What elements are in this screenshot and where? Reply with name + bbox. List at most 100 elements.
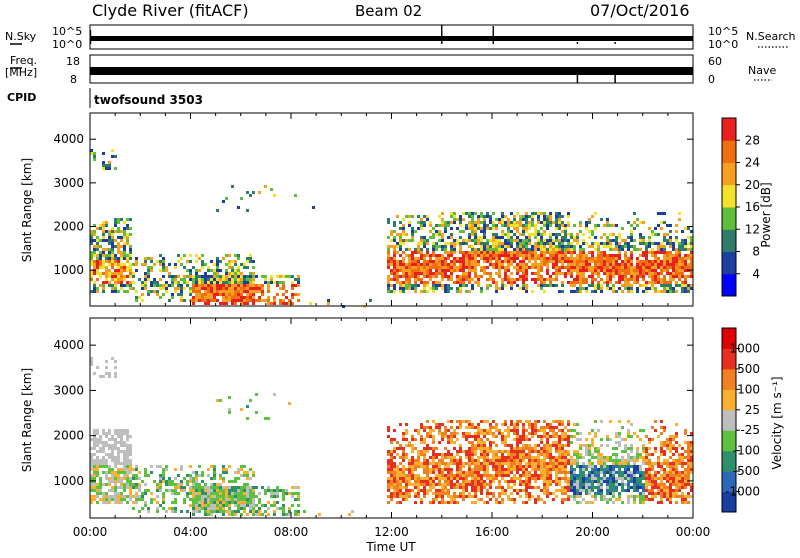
rti-cell bbox=[114, 360, 117, 363]
rti-cell bbox=[105, 275, 108, 278]
rti-cell bbox=[288, 492, 291, 495]
rti-cell bbox=[531, 465, 534, 468]
rti-cell bbox=[456, 477, 459, 480]
rti-cell bbox=[126, 260, 129, 263]
rti-cell bbox=[447, 287, 450, 290]
rti-cell bbox=[489, 215, 492, 218]
rti-cell bbox=[141, 263, 144, 266]
rti-cell bbox=[591, 257, 594, 260]
rti-cell bbox=[414, 462, 417, 465]
rti-cell bbox=[180, 278, 183, 281]
rti-cell bbox=[450, 263, 453, 266]
rti-cell bbox=[567, 477, 570, 480]
rti-cell bbox=[441, 260, 444, 263]
rti-cell bbox=[405, 272, 408, 275]
rti-cell bbox=[558, 233, 561, 236]
rti-cell bbox=[639, 266, 642, 269]
rti-cell bbox=[651, 281, 654, 284]
rti-cell bbox=[387, 495, 390, 498]
rti-cell bbox=[684, 278, 687, 281]
rti-cell bbox=[435, 272, 438, 275]
rti-cell bbox=[219, 474, 222, 477]
rti-cell bbox=[228, 465, 231, 468]
rti-cell bbox=[639, 477, 642, 480]
rti-cell bbox=[627, 432, 630, 435]
rti-cell bbox=[99, 477, 102, 480]
rti-cell bbox=[411, 257, 414, 260]
rti-cell bbox=[216, 399, 219, 402]
rti-cell bbox=[222, 275, 225, 278]
rti-cell bbox=[639, 483, 642, 486]
rti-cell bbox=[645, 287, 648, 290]
rti-cell bbox=[219, 269, 222, 272]
rti-cell bbox=[243, 465, 246, 468]
rti-cell bbox=[471, 459, 474, 462]
rti-cell bbox=[186, 284, 189, 287]
rti-cell bbox=[462, 462, 465, 465]
rti-cell bbox=[681, 239, 684, 242]
rti-cell bbox=[414, 248, 417, 251]
rti-cell bbox=[273, 504, 276, 507]
rti-cell bbox=[609, 483, 612, 486]
rti-cell bbox=[135, 263, 138, 266]
rti-cell bbox=[93, 251, 96, 254]
rti-cell bbox=[108, 372, 111, 375]
rti-cell bbox=[534, 450, 537, 453]
rti-cell bbox=[201, 266, 204, 269]
rti-cell bbox=[546, 278, 549, 281]
rti-cell bbox=[624, 462, 627, 465]
rti-cell bbox=[405, 474, 408, 477]
rti-cell bbox=[516, 251, 519, 254]
rti-cell bbox=[684, 257, 687, 260]
rti-cell bbox=[618, 281, 621, 284]
rti-cell bbox=[666, 477, 669, 480]
rti-cell bbox=[393, 465, 396, 468]
rti-cell bbox=[423, 281, 426, 284]
rti-cell bbox=[630, 233, 633, 236]
rti-cell bbox=[537, 498, 540, 501]
rti-cell bbox=[96, 450, 99, 453]
rti-cell bbox=[417, 269, 420, 272]
rti-cell bbox=[276, 486, 279, 489]
rti-cell bbox=[105, 366, 108, 369]
rti-cell bbox=[519, 269, 522, 272]
rti-cell bbox=[228, 411, 231, 414]
rti-cell bbox=[588, 269, 591, 272]
rti-cell bbox=[105, 471, 108, 474]
rti-cell bbox=[591, 215, 594, 218]
rti-cell bbox=[195, 474, 198, 477]
rti-cell bbox=[99, 260, 102, 263]
rti-cell bbox=[201, 471, 204, 474]
rti-cell bbox=[480, 465, 483, 468]
rti-cell bbox=[585, 257, 588, 260]
rti-cell bbox=[639, 242, 642, 245]
rti-cell bbox=[633, 432, 636, 435]
rti-cell bbox=[522, 239, 525, 242]
rti-cell bbox=[471, 483, 474, 486]
rti-cell bbox=[447, 465, 450, 468]
rti-cell bbox=[591, 429, 594, 432]
rti-cell bbox=[495, 474, 498, 477]
rti-cell bbox=[582, 471, 585, 474]
rti-cell bbox=[402, 275, 405, 278]
rti-cell bbox=[450, 468, 453, 471]
rti-cell bbox=[540, 257, 543, 260]
rti-cell bbox=[192, 510, 195, 513]
rti-cell bbox=[396, 251, 399, 254]
rti-cell bbox=[561, 486, 564, 489]
rti-cell bbox=[519, 447, 522, 450]
rti-cell bbox=[171, 281, 174, 284]
rti-cell bbox=[648, 275, 651, 278]
rti-cell bbox=[477, 444, 480, 447]
rti-cell bbox=[513, 468, 516, 471]
rti-cell bbox=[636, 281, 639, 284]
rti-cell bbox=[507, 266, 510, 269]
rti-cell bbox=[237, 504, 240, 507]
rti-cell bbox=[495, 444, 498, 447]
rti-cell bbox=[522, 263, 525, 266]
rti-cell bbox=[636, 465, 639, 468]
rti-cell bbox=[477, 456, 480, 459]
rti-cell bbox=[207, 501, 210, 504]
rti-cell bbox=[594, 227, 597, 230]
rti-cell bbox=[474, 221, 477, 224]
